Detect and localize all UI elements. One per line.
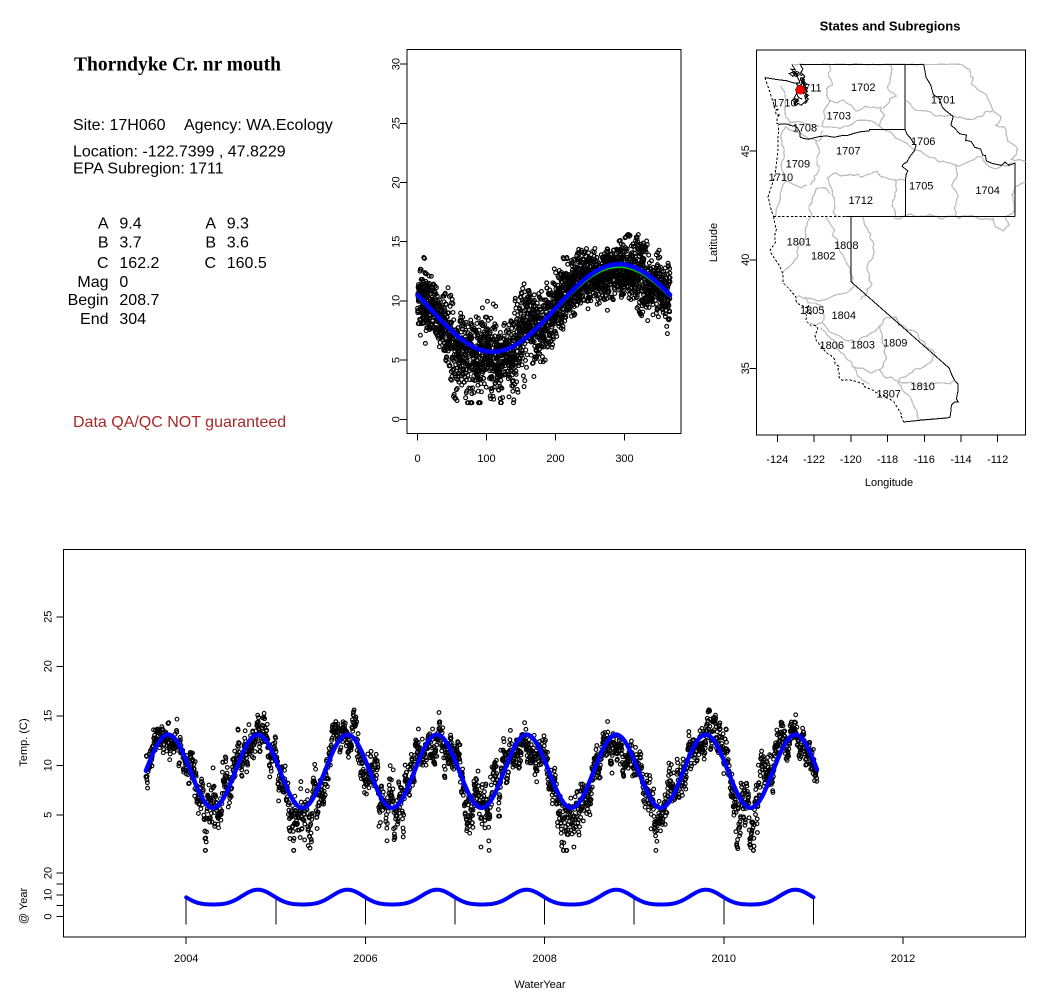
svg-text:100: 100 <box>477 453 495 465</box>
svg-text:1808: 1808 <box>834 240 858 252</box>
svg-text:2004: 2004 <box>174 953 198 965</box>
svg-text:EPA Subregion: 1711: EPA Subregion: 1711 <box>73 161 224 178</box>
svg-text:-114: -114 <box>950 454 971 466</box>
svg-text:1710: 1710 <box>772 97 796 109</box>
svg-text:0: 0 <box>414 453 420 465</box>
svg-text:B: B <box>205 235 216 252</box>
svg-text:Latitude: Latitude <box>708 223 720 262</box>
svg-text:-118: -118 <box>877 454 898 466</box>
svg-text:-122: -122 <box>803 454 825 466</box>
svg-text:1705: 1705 <box>909 181 933 193</box>
svg-text:Data QA/QC NOT guaranteed: Data QA/QC NOT guaranteed <box>73 414 286 431</box>
svg-text:1706: 1706 <box>911 136 935 148</box>
svg-text:1703: 1703 <box>827 110 851 122</box>
svg-text:End: End <box>80 311 108 328</box>
svg-text:1704: 1704 <box>975 185 999 197</box>
svg-text:200: 200 <box>546 453 564 465</box>
svg-text:A: A <box>98 215 109 232</box>
svg-text:208.7: 208.7 <box>119 292 159 309</box>
svg-text:30: 30 <box>391 58 403 70</box>
svg-text:15: 15 <box>43 710 55 722</box>
svg-text:-120: -120 <box>840 454 862 466</box>
svg-text:9.3: 9.3 <box>227 215 249 232</box>
svg-text:WaterYear: WaterYear <box>514 979 565 991</box>
svg-text:0: 0 <box>43 914 55 920</box>
svg-text:1807: 1807 <box>876 389 900 401</box>
svg-text:162.2: 162.2 <box>119 255 159 272</box>
svg-text:2012: 2012 <box>891 953 915 965</box>
svg-text:1810: 1810 <box>910 381 934 393</box>
svg-text:1708: 1708 <box>793 122 817 134</box>
svg-text:2008: 2008 <box>532 953 556 965</box>
svg-text:1710: 1710 <box>769 172 793 184</box>
svg-text:Location: -122.7399 , 47.8229: Location: -122.7399 , 47.8229 <box>73 144 286 161</box>
svg-text:-124: -124 <box>766 454 788 466</box>
svg-text:20: 20 <box>391 176 403 188</box>
svg-text:1805: 1805 <box>800 305 824 317</box>
svg-text:1802: 1802 <box>811 251 835 263</box>
svg-text:C: C <box>97 255 109 272</box>
svg-text:25: 25 <box>43 611 55 623</box>
svg-text:1806: 1806 <box>820 340 844 352</box>
svg-text:@ Year: @ Year <box>18 888 30 925</box>
svg-text:1709: 1709 <box>786 158 810 170</box>
svg-text:Temp. (C): Temp. (C) <box>18 718 30 766</box>
svg-text:160.5: 160.5 <box>227 255 267 272</box>
svg-text:25: 25 <box>391 117 403 129</box>
svg-text:1702: 1702 <box>851 82 875 94</box>
svg-text:1707: 1707 <box>836 145 860 157</box>
svg-text:3.7: 3.7 <box>119 235 141 252</box>
svg-text:Begin: Begin <box>68 292 109 309</box>
svg-text:1801: 1801 <box>787 237 811 249</box>
svg-text:0: 0 <box>391 416 403 422</box>
svg-text:Mag: Mag <box>77 274 108 291</box>
svg-text:2010: 2010 <box>712 953 736 965</box>
svg-text:2006: 2006 <box>353 953 377 965</box>
svg-text:40: 40 <box>740 254 752 266</box>
svg-text:10: 10 <box>43 759 55 771</box>
svg-text:10: 10 <box>43 889 55 901</box>
svg-text:Site: 17H060: Site: 17H060 <box>73 117 166 134</box>
svg-text:304: 304 <box>119 311 146 328</box>
svg-text:1809: 1809 <box>883 338 907 350</box>
svg-text:35: 35 <box>740 362 752 374</box>
svg-text:A: A <box>205 215 216 232</box>
svg-text:-112: -112 <box>987 454 1008 466</box>
svg-text:Agency: WA.Ecology: Agency: WA.Ecology <box>184 117 333 134</box>
svg-text:20: 20 <box>43 867 55 879</box>
svg-text:15: 15 <box>391 236 403 248</box>
svg-text:45: 45 <box>740 145 752 157</box>
svg-text:0: 0 <box>119 274 128 291</box>
svg-text:Thorndyke Cr. nr mouth: Thorndyke Cr. nr mouth <box>74 55 281 76</box>
svg-text:9.4: 9.4 <box>119 215 141 232</box>
svg-text:10: 10 <box>391 295 403 307</box>
svg-text:3.6: 3.6 <box>227 235 249 252</box>
svg-text:C: C <box>204 255 216 272</box>
svg-text:5: 5 <box>43 812 55 818</box>
svg-text:5: 5 <box>391 357 403 363</box>
svg-text:20: 20 <box>43 660 55 672</box>
svg-text:Longitude: Longitude <box>865 477 913 489</box>
svg-text:300: 300 <box>615 453 633 465</box>
svg-text:1712: 1712 <box>849 195 873 207</box>
svg-text:1701: 1701 <box>931 94 955 106</box>
svg-text:B: B <box>98 235 109 252</box>
svg-text:1804: 1804 <box>832 310 856 322</box>
svg-text:States and Subregions: States and Subregions <box>820 19 961 34</box>
svg-text:1803: 1803 <box>851 340 875 352</box>
svg-text:-116: -116 <box>914 454 935 466</box>
